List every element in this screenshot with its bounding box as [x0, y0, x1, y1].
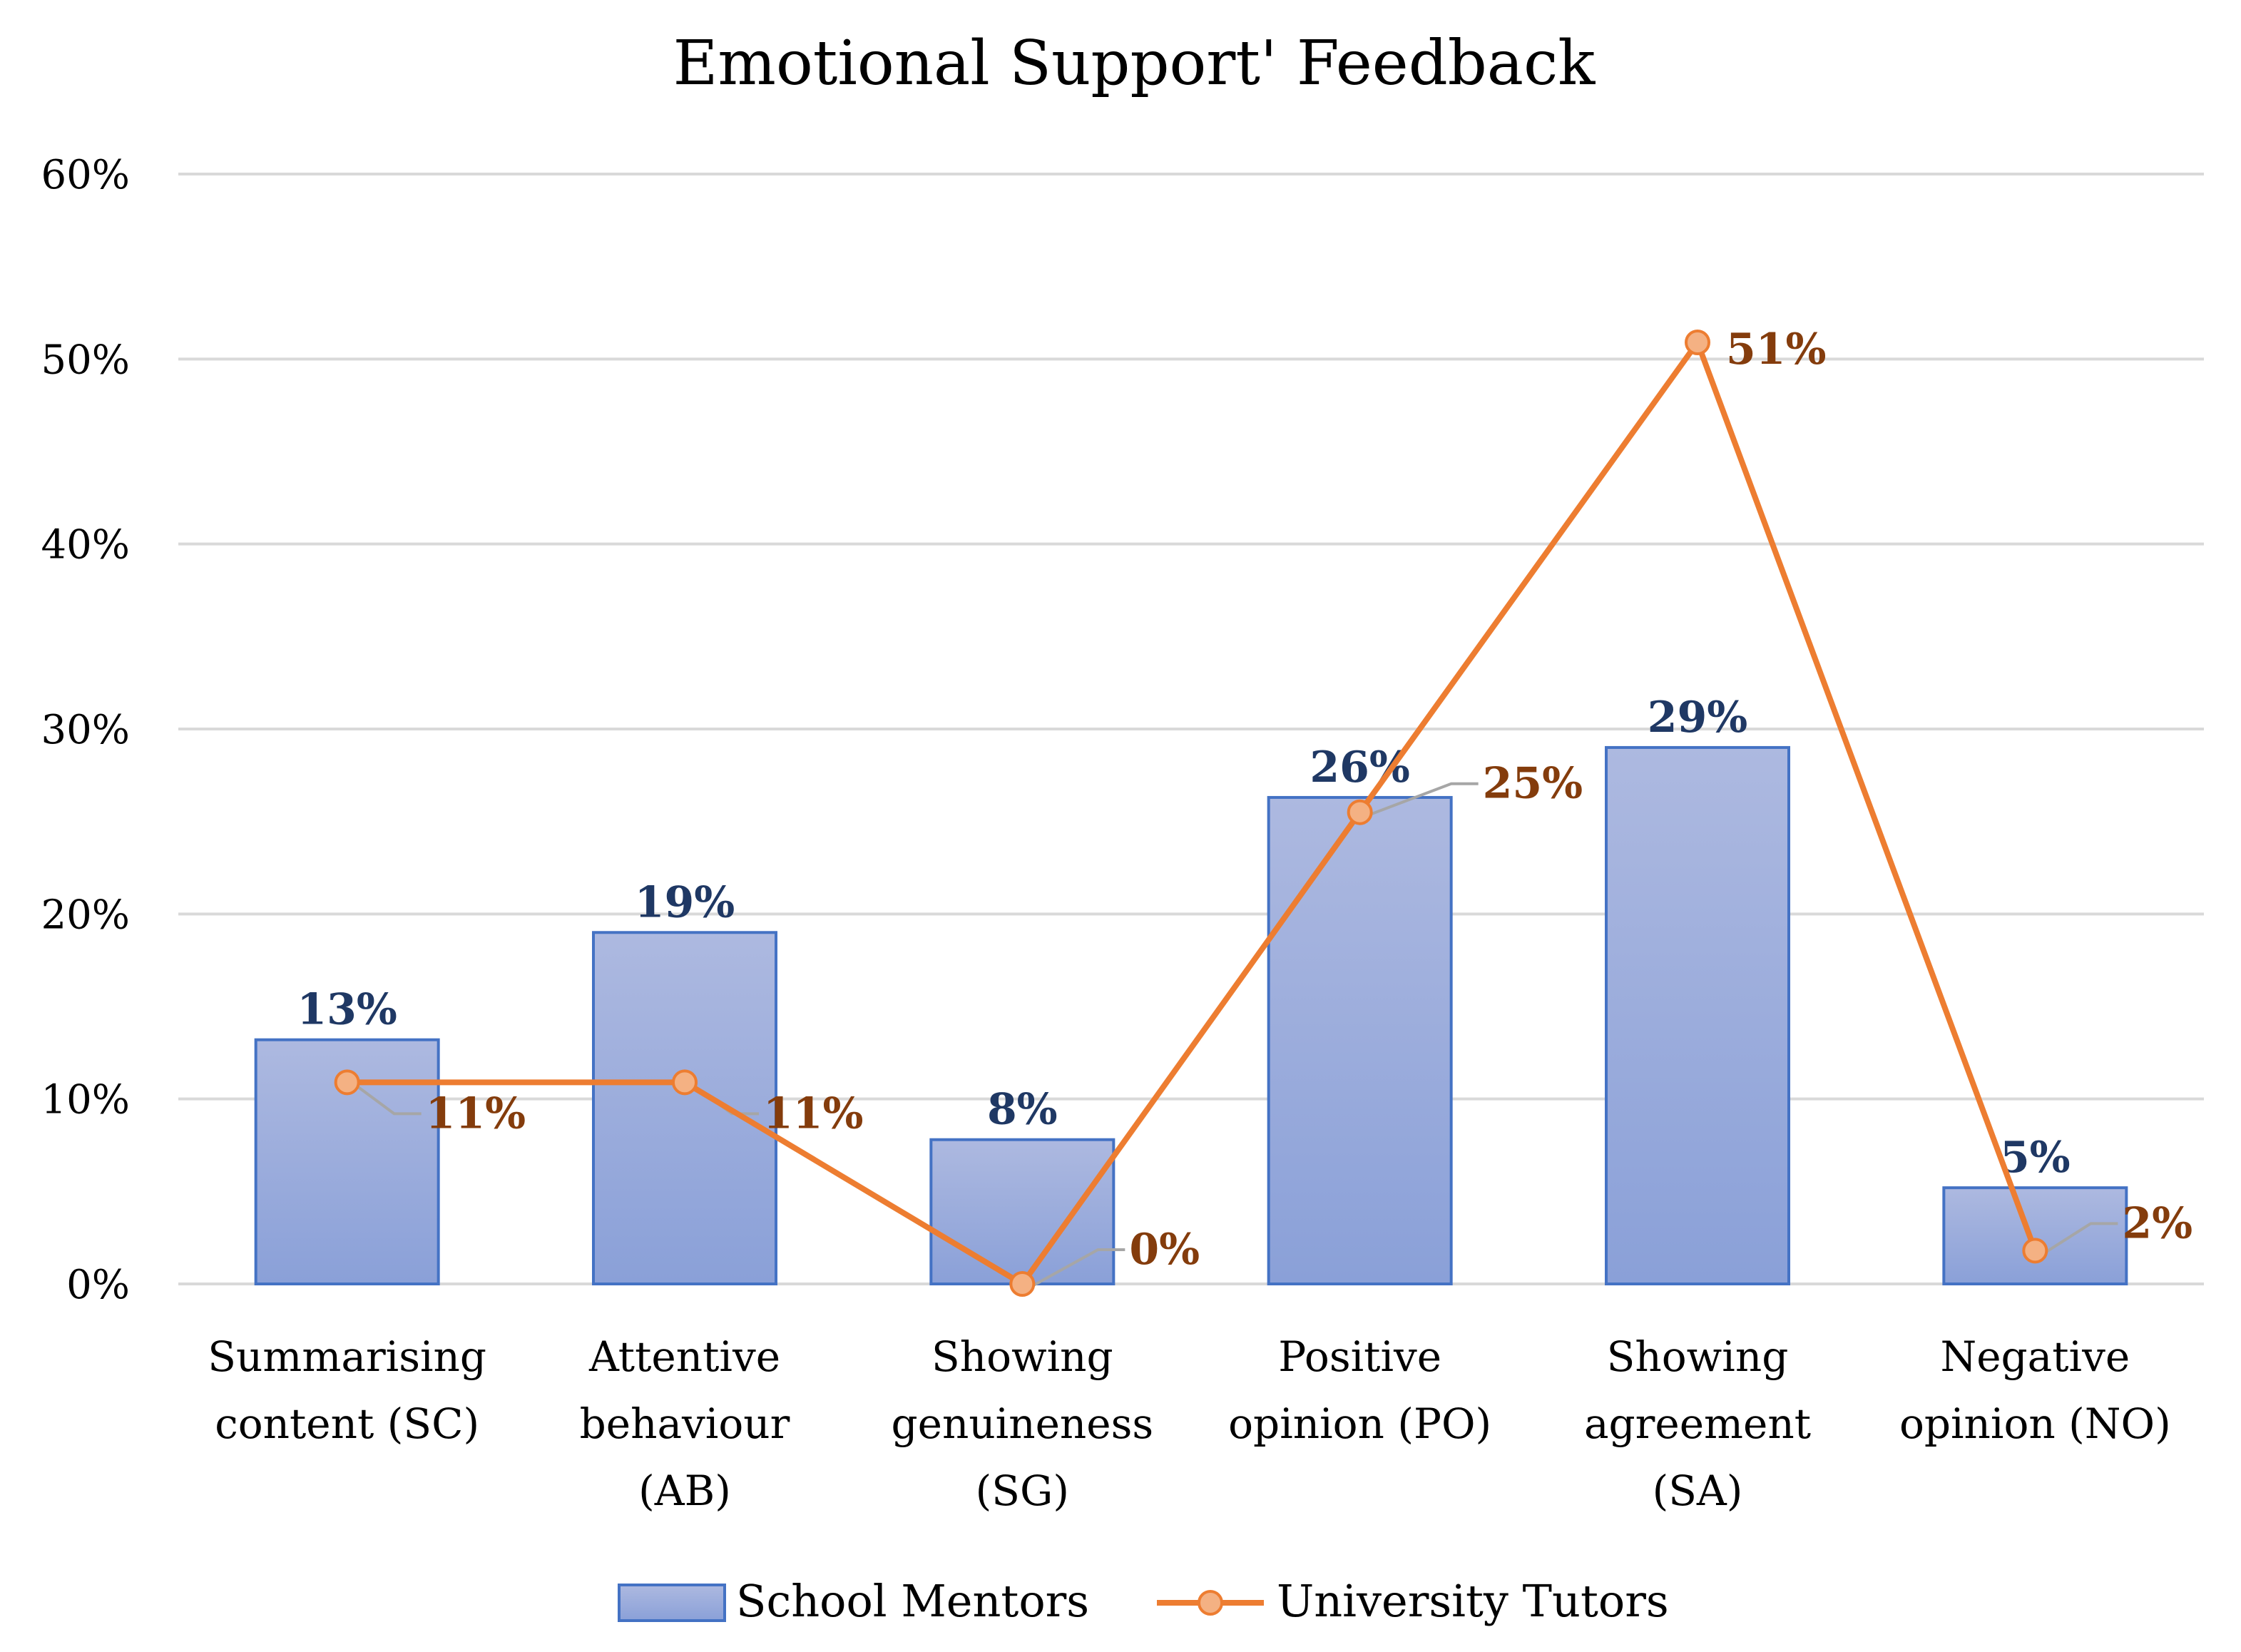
- x-tick-label: Negative opinion (NO): [1899, 1332, 2171, 1448]
- line-marker-university-tutors: [1347, 799, 1373, 825]
- bar-data-label: 19%: [635, 877, 735, 927]
- leader-line: [1030, 1248, 1125, 1288]
- line-data-labels: 11% 11% 0% 25% 51% 2%: [426, 325, 2192, 1275]
- line-data-label: 11%: [426, 1088, 526, 1138]
- line-data-label: 25%: [1483, 759, 1583, 809]
- bar-school-mentors: [592, 931, 777, 1286]
- line-data-label: 0%: [1129, 1225, 1200, 1275]
- line-marker-university-tutors: [672, 1069, 698, 1096]
- y-tick-label: 0%: [66, 1262, 130, 1308]
- legend: School Mentors University Tutors: [618, 1575, 1669, 1627]
- x-axis-ticks: Summarising content (SC) Attentive behaviou…: [208, 1332, 2170, 1515]
- legend-label-school-mentors: School Mentors: [736, 1575, 1089, 1627]
- y-tick-label: 60%: [41, 152, 130, 198]
- x-tick-label: Attentive behaviour (AB): [580, 1332, 790, 1515]
- leader-line: [2043, 1222, 2118, 1255]
- legend-marker-university-tutors: [1198, 1590, 1223, 1616]
- x-tick-label: Showing genuineness (SG): [892, 1332, 1154, 1515]
- y-tick-label: 40%: [41, 522, 130, 568]
- x-tick-label: Positive opinion (PO): [1228, 1332, 1491, 1448]
- line-university-tutors: [347, 339, 2038, 1287]
- legend-swatch-school-mentors: [618, 1584, 726, 1622]
- bar-school-mentors: [1605, 745, 1790, 1285]
- bar-data-label: 8%: [987, 1085, 1058, 1135]
- x-tick-label: Summarising content (SC): [208, 1332, 486, 1448]
- leader-line: [1367, 782, 1479, 817]
- bar-school-mentors: [1267, 795, 1453, 1286]
- line-marker-university-tutors: [1685, 329, 1710, 355]
- bar-data-label: 5%: [2000, 1133, 2071, 1183]
- line-data-label: 11%: [763, 1088, 864, 1138]
- y-tick-label: 50%: [41, 337, 130, 383]
- bar-school-mentors: [1942, 1186, 2128, 1285]
- y-tick-label: 20%: [41, 892, 130, 938]
- bar-school-mentors: [929, 1138, 1116, 1285]
- leader-line: [354, 1084, 422, 1116]
- line-marker-university-tutors: [1009, 1271, 1036, 1297]
- bar-data-label: 29%: [1648, 693, 1748, 743]
- y-tick-label: 10%: [41, 1077, 130, 1123]
- chart-title: Emotional Support' Feedback: [673, 28, 1596, 99]
- y-tick-label: 30%: [41, 707, 130, 753]
- bar-data-label: 13%: [297, 985, 397, 1035]
- line-data-label: 2%: [2122, 1198, 2192, 1248]
- bar-series: [254, 745, 2128, 1286]
- line-data-label: 51%: [1726, 325, 1827, 374]
- line-marker-university-tutors: [2022, 1238, 2048, 1264]
- line-series: [334, 329, 2048, 1297]
- y-axis-ticks: 0% 10% 20% 30% 40% 50% 60%: [41, 152, 130, 1308]
- gridlines: [178, 173, 2204, 1285]
- bar-data-labels: 13%19%8%26%29%5%: [297, 693, 2070, 1183]
- x-tick-label: Showing agreement (SA): [1584, 1332, 1811, 1515]
- legend-label-university-tutors: University Tutors: [1277, 1575, 1669, 1627]
- line-marker-university-tutors: [334, 1069, 360, 1096]
